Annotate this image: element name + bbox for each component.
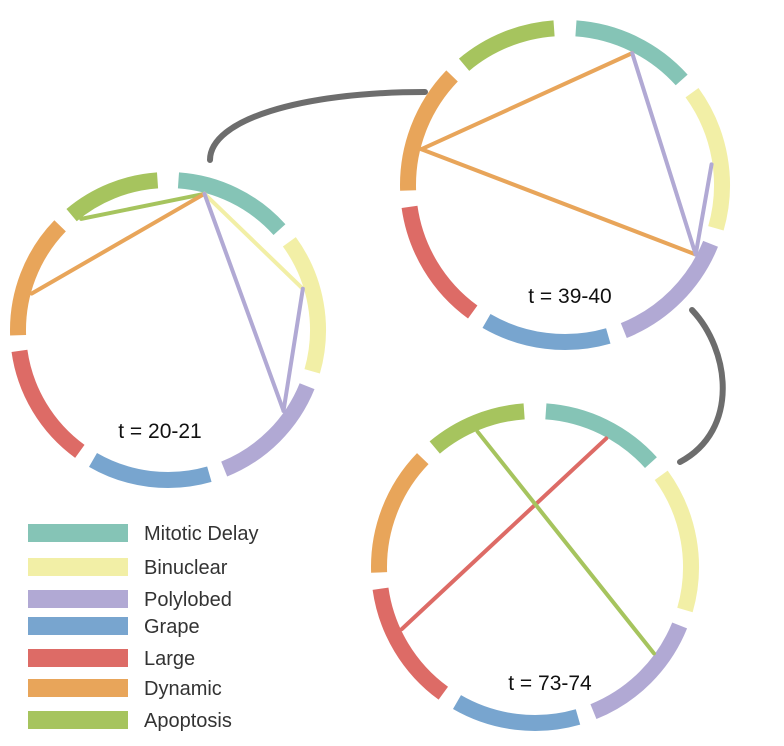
arc-polylobed [221,383,315,477]
arc-large [11,349,85,458]
arc-mitotic-delay [545,403,657,469]
link-mitotic-delay-to-dynamic [29,191,207,296]
circle-t39: t = 39-40 [400,20,730,350]
legend-swatch [28,558,128,576]
arc-grape [89,452,212,488]
phenotype-circles: t = 20-21 t = 39-40 t = 73-74 [10,20,730,731]
legend-item-apoptosis: Apoptosis [28,710,232,732]
arc-dynamic [371,453,429,573]
circle-t20: t = 20-21 [10,172,326,488]
arc-apoptosis [458,20,555,71]
legend-swatch [28,679,128,697]
legend: Mitotic Delay Binuclear Polylobed Grape Larg… [28,523,258,732]
legend-label: Apoptosis [144,710,232,732]
link-mitotic-delay-to-binuclear [202,191,305,291]
arc-mitotic-delay [575,20,688,86]
arc-apoptosis [66,172,159,222]
circle-t73: t = 73-74 [371,403,699,731]
connector-t39-to-t73 [677,307,726,465]
connector-t20-to-t39 [207,89,428,163]
link-binuclear-to-polylobed [693,162,714,257]
legend-label: Large [144,648,195,670]
legend-label: Binuclear [144,557,228,579]
arc-binuclear [654,470,699,613]
legend-label: Mitotic Delay [144,523,258,545]
legend-item-mitotic-delay: Mitotic Delay [28,523,258,545]
legend-item-binuclear: Binuclear [28,557,228,579]
arc-large [372,587,449,700]
link-mitotic-delay-to-large [399,436,609,632]
link-mitotic-delay-to-apoptosis [79,191,207,221]
legend-item-large: Large [28,648,195,670]
legend-swatch [28,649,128,667]
link-binuclear-to-polylobed [281,286,305,413]
time-label: t = 39-40 [528,285,611,308]
arc-mitotic-delay [177,172,286,236]
arc-dynamic [400,70,458,191]
legend-swatch [28,590,128,608]
legend-swatch [28,711,128,729]
arc-grape [482,313,611,350]
legend-item-polylobed: Polylobed [28,589,232,611]
link-mitotic-delay-to-dynamic [419,51,635,152]
legend-item-dynamic: Dynamic [28,678,222,700]
legend-item-grape: Grape [28,616,200,638]
time-connectors [207,89,726,465]
arc-polylobed [620,240,718,338]
legend-swatch [28,524,128,542]
arc-dynamic [10,220,66,336]
legend-swatch [28,617,128,635]
link-dynamic-to-polylobed [419,147,698,257]
link-mitotic-delay-to-polylobed [630,51,698,257]
time-label: t = 20-21 [118,420,201,443]
legend-label: Dynamic [144,678,222,700]
arc-binuclear [685,88,730,231]
link-apoptosis-to-polylobed [475,429,656,656]
legend-label: Grape [144,616,200,638]
time-label: t = 73-74 [508,672,592,695]
arc-polylobed [590,622,688,720]
link-mitotic-delay-to-polylobed [202,191,286,413]
arc-large [401,205,478,319]
arc-apoptosis [429,403,525,454]
arc-grape [453,695,581,731]
arc-binuclear [282,237,326,374]
legend-label: Polylobed [144,589,232,611]
